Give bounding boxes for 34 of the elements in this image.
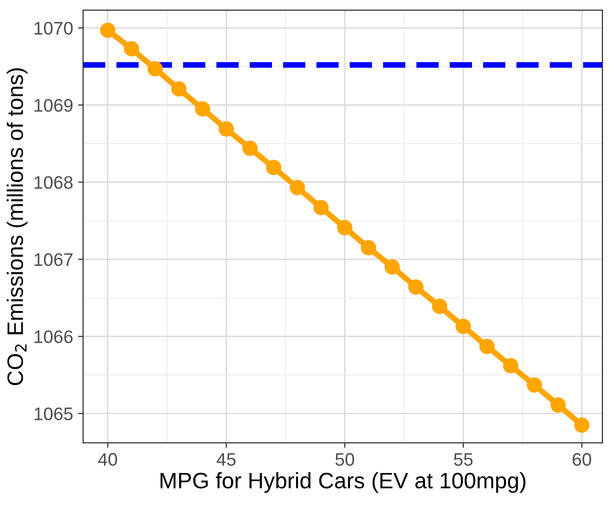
point	[313, 200, 329, 216]
point	[242, 140, 258, 156]
x-tick-label: 60	[572, 453, 592, 466]
point	[148, 61, 163, 76]
point	[100, 22, 116, 38]
point	[218, 121, 234, 137]
point	[194, 101, 210, 117]
x-tick-label: 40	[98, 453, 118, 466]
point	[526, 377, 542, 393]
point	[337, 220, 352, 236]
x-axis-title: MPG for Hybrid Cars (EV at 100mpg)	[160, 472, 526, 493]
x-tick-label: 50	[335, 453, 354, 466]
point	[384, 259, 400, 275]
y-tick-label: 1065	[34, 407, 73, 420]
y-tick-label: 1067	[34, 253, 72, 266]
point	[550, 397, 566, 413]
point	[574, 417, 590, 433]
point	[479, 338, 495, 354]
y-tick-label: 1066	[34, 330, 73, 344]
y-tick-label: 1069	[34, 98, 73, 112]
y-tick-label: 1070	[34, 22, 73, 35]
x-tick-label: 45	[216, 453, 236, 466]
point	[360, 240, 376, 256]
point	[124, 41, 140, 56]
x-tick-label: 55	[454, 453, 473, 466]
point	[456, 318, 471, 334]
point	[266, 160, 282, 176]
y-tick-label: 1068	[34, 176, 73, 189]
point	[503, 358, 518, 374]
point	[432, 298, 448, 314]
point	[171, 81, 186, 96]
point	[290, 180, 306, 196]
point	[408, 279, 424, 295]
y-axis-title: CO$_{2}$ Emissions (millions of tons)	[6, 68, 28, 386]
